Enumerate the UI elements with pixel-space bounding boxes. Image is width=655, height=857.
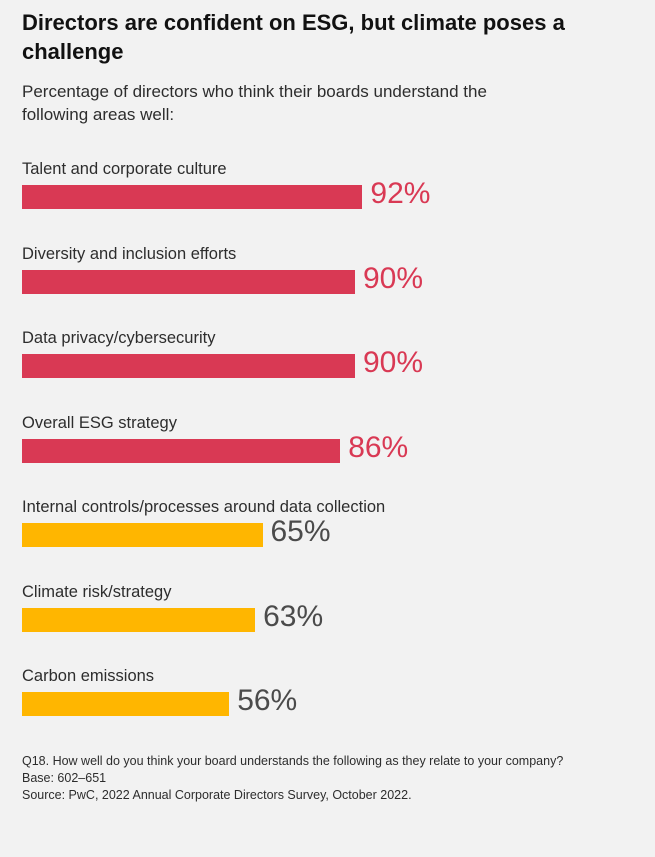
data-label: 90% xyxy=(363,346,424,379)
bar xyxy=(22,692,230,716)
bar-row: Diversity and inclusion efforts 90% xyxy=(22,245,642,315)
footnotes: Q18. How well do you think your board un… xyxy=(22,753,563,804)
category-label: Data privacy/cybersecurity xyxy=(22,329,216,347)
bar xyxy=(22,607,256,632)
bar xyxy=(22,185,363,209)
category-label: Climate risk/strategy xyxy=(22,582,172,601)
bar-row: Talent and corporate culture 92% xyxy=(22,160,642,230)
bar xyxy=(22,523,263,547)
category-label: Internal controls/processes around data … xyxy=(22,498,386,516)
category-label: Diversity and inclusion efforts xyxy=(22,244,237,263)
source-note: Source: PwC, 2022 Annual Corporate Direc… xyxy=(22,788,412,802)
bar xyxy=(22,269,355,294)
category-label: Talent and corporate culture xyxy=(22,160,227,178)
chart-subtitle: Percentage of directors who think their … xyxy=(22,82,487,124)
bar-row: Data privacy/cybersecurity 90% xyxy=(22,329,642,399)
bar-row: Carbon emissions 56% xyxy=(22,667,642,737)
category-label: Carbon emissions xyxy=(22,667,155,685)
category-label: Overall ESG strategy xyxy=(22,413,177,432)
data-label: 86% xyxy=(348,430,409,464)
data-label: 63% xyxy=(263,599,324,633)
data-label: 65% xyxy=(270,515,331,548)
data-label: 92% xyxy=(370,177,431,210)
chart-title: Directors are confident on ESG, but clim… xyxy=(22,10,565,64)
base-note: Base: 602–651 xyxy=(22,771,107,785)
bar xyxy=(22,354,355,378)
bar-row: Climate risk/strategy 63% xyxy=(22,583,642,653)
data-label: 56% xyxy=(237,684,298,717)
bar-row: Internal controls/processes around data … xyxy=(22,498,642,568)
bar-row: Overall ESG strategy 86% xyxy=(22,414,642,484)
bar xyxy=(22,438,341,463)
data-label: 90% xyxy=(363,261,424,295)
question-note: Q18. How well do you think your board un… xyxy=(22,754,564,768)
